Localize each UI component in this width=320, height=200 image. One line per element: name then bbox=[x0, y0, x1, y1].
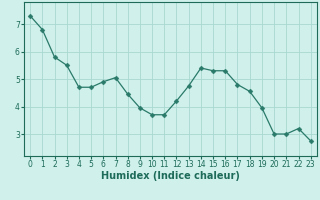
X-axis label: Humidex (Indice chaleur): Humidex (Indice chaleur) bbox=[101, 171, 240, 181]
